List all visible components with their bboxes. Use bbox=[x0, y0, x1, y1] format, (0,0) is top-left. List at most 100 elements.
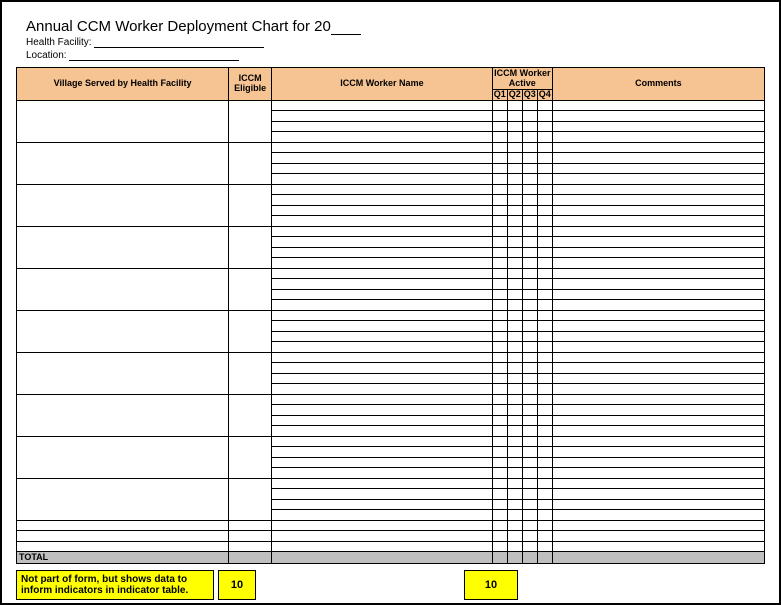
village-cell bbox=[17, 310, 229, 352]
comments-cell bbox=[552, 405, 764, 416]
footer-row: Not part of form, but shows data to info… bbox=[16, 570, 765, 600]
q3-cell bbox=[522, 153, 537, 164]
worker-name-cell bbox=[272, 468, 493, 479]
q4-cell bbox=[537, 331, 552, 342]
comments-cell bbox=[552, 384, 764, 395]
q2-cell bbox=[507, 205, 522, 216]
q2-cell bbox=[507, 426, 522, 437]
worker-name-cell bbox=[272, 447, 493, 458]
total-cell bbox=[272, 552, 493, 564]
extra-cell bbox=[272, 531, 493, 542]
table-row bbox=[17, 352, 765, 363]
q4-cell bbox=[537, 499, 552, 510]
comments-cell bbox=[552, 174, 764, 185]
extra-cell bbox=[492, 520, 507, 531]
worker-name-cell bbox=[272, 153, 493, 164]
q4-cell bbox=[537, 247, 552, 258]
q3-cell bbox=[522, 100, 537, 111]
q3-cell bbox=[522, 499, 537, 510]
worker-name-cell bbox=[272, 384, 493, 395]
worker-name-cell bbox=[272, 132, 493, 143]
eligible-cell bbox=[229, 226, 272, 268]
q1-cell bbox=[492, 111, 507, 122]
comments-cell bbox=[552, 436, 764, 447]
q1-cell bbox=[492, 100, 507, 111]
q2-cell bbox=[507, 415, 522, 426]
q2-cell bbox=[507, 153, 522, 164]
q1-cell bbox=[492, 457, 507, 468]
q3-cell bbox=[522, 216, 537, 227]
q4-cell bbox=[537, 352, 552, 363]
extra-cell bbox=[522, 520, 537, 531]
comments-cell bbox=[552, 499, 764, 510]
q4-cell bbox=[537, 489, 552, 500]
worker-name-cell bbox=[272, 216, 493, 227]
q1-cell bbox=[492, 300, 507, 311]
q2-cell bbox=[507, 352, 522, 363]
q1-cell bbox=[492, 436, 507, 447]
q1-cell bbox=[492, 289, 507, 300]
worker-name-cell bbox=[272, 352, 493, 363]
q3-cell bbox=[522, 237, 537, 248]
q2-cell bbox=[507, 121, 522, 132]
q4-cell bbox=[537, 205, 552, 216]
q1-cell bbox=[492, 447, 507, 458]
comments-cell bbox=[552, 279, 764, 290]
q3-cell bbox=[522, 478, 537, 489]
q2-cell bbox=[507, 447, 522, 458]
worker-name-cell bbox=[272, 457, 493, 468]
q3-cell bbox=[522, 489, 537, 500]
q2-cell bbox=[507, 457, 522, 468]
extra-cell bbox=[507, 520, 522, 531]
q2-cell bbox=[507, 394, 522, 405]
q1-cell bbox=[492, 352, 507, 363]
comments-cell bbox=[552, 331, 764, 342]
comments-cell bbox=[552, 111, 764, 122]
worker-name-cell bbox=[272, 205, 493, 216]
q2-cell bbox=[507, 258, 522, 269]
q1-cell bbox=[492, 394, 507, 405]
q2-cell bbox=[507, 184, 522, 195]
village-cell bbox=[17, 478, 229, 520]
q4-cell bbox=[537, 121, 552, 132]
title-year-blank bbox=[331, 21, 361, 35]
extra-cell bbox=[537, 531, 552, 542]
table-row bbox=[17, 142, 765, 153]
q1-cell bbox=[492, 195, 507, 206]
village-cell bbox=[17, 394, 229, 436]
q2-cell bbox=[507, 279, 522, 290]
col-q4: Q4 bbox=[537, 90, 552, 101]
table-row bbox=[17, 184, 765, 195]
q4-cell bbox=[537, 447, 552, 458]
extra-cell bbox=[229, 520, 272, 531]
q2-cell bbox=[507, 174, 522, 185]
q3-cell bbox=[522, 394, 537, 405]
total-cell bbox=[522, 552, 537, 564]
q4-cell bbox=[537, 405, 552, 416]
village-cell bbox=[17, 184, 229, 226]
comments-cell bbox=[552, 468, 764, 479]
q4-cell bbox=[537, 289, 552, 300]
q1-cell bbox=[492, 132, 507, 143]
q2-cell bbox=[507, 268, 522, 279]
q4-cell bbox=[537, 426, 552, 437]
q2-cell bbox=[507, 499, 522, 510]
extra-cell bbox=[522, 541, 537, 552]
col-comments: Comments bbox=[552, 68, 764, 101]
comments-cell bbox=[552, 352, 764, 363]
comments-cell bbox=[552, 268, 764, 279]
q3-cell bbox=[522, 310, 537, 321]
total-cell bbox=[492, 552, 507, 564]
q3-cell bbox=[522, 247, 537, 258]
worker-name-cell bbox=[272, 184, 493, 195]
q1-cell bbox=[492, 268, 507, 279]
extra-cell bbox=[552, 531, 764, 542]
eligible-cell bbox=[229, 268, 272, 310]
q3-cell bbox=[522, 373, 537, 384]
q3-cell bbox=[522, 436, 537, 447]
col-worker-name: ICCM Worker Name bbox=[272, 68, 493, 101]
worker-name-cell bbox=[272, 111, 493, 122]
q2-cell bbox=[507, 247, 522, 258]
q2-cell bbox=[507, 216, 522, 227]
comments-cell bbox=[552, 247, 764, 258]
